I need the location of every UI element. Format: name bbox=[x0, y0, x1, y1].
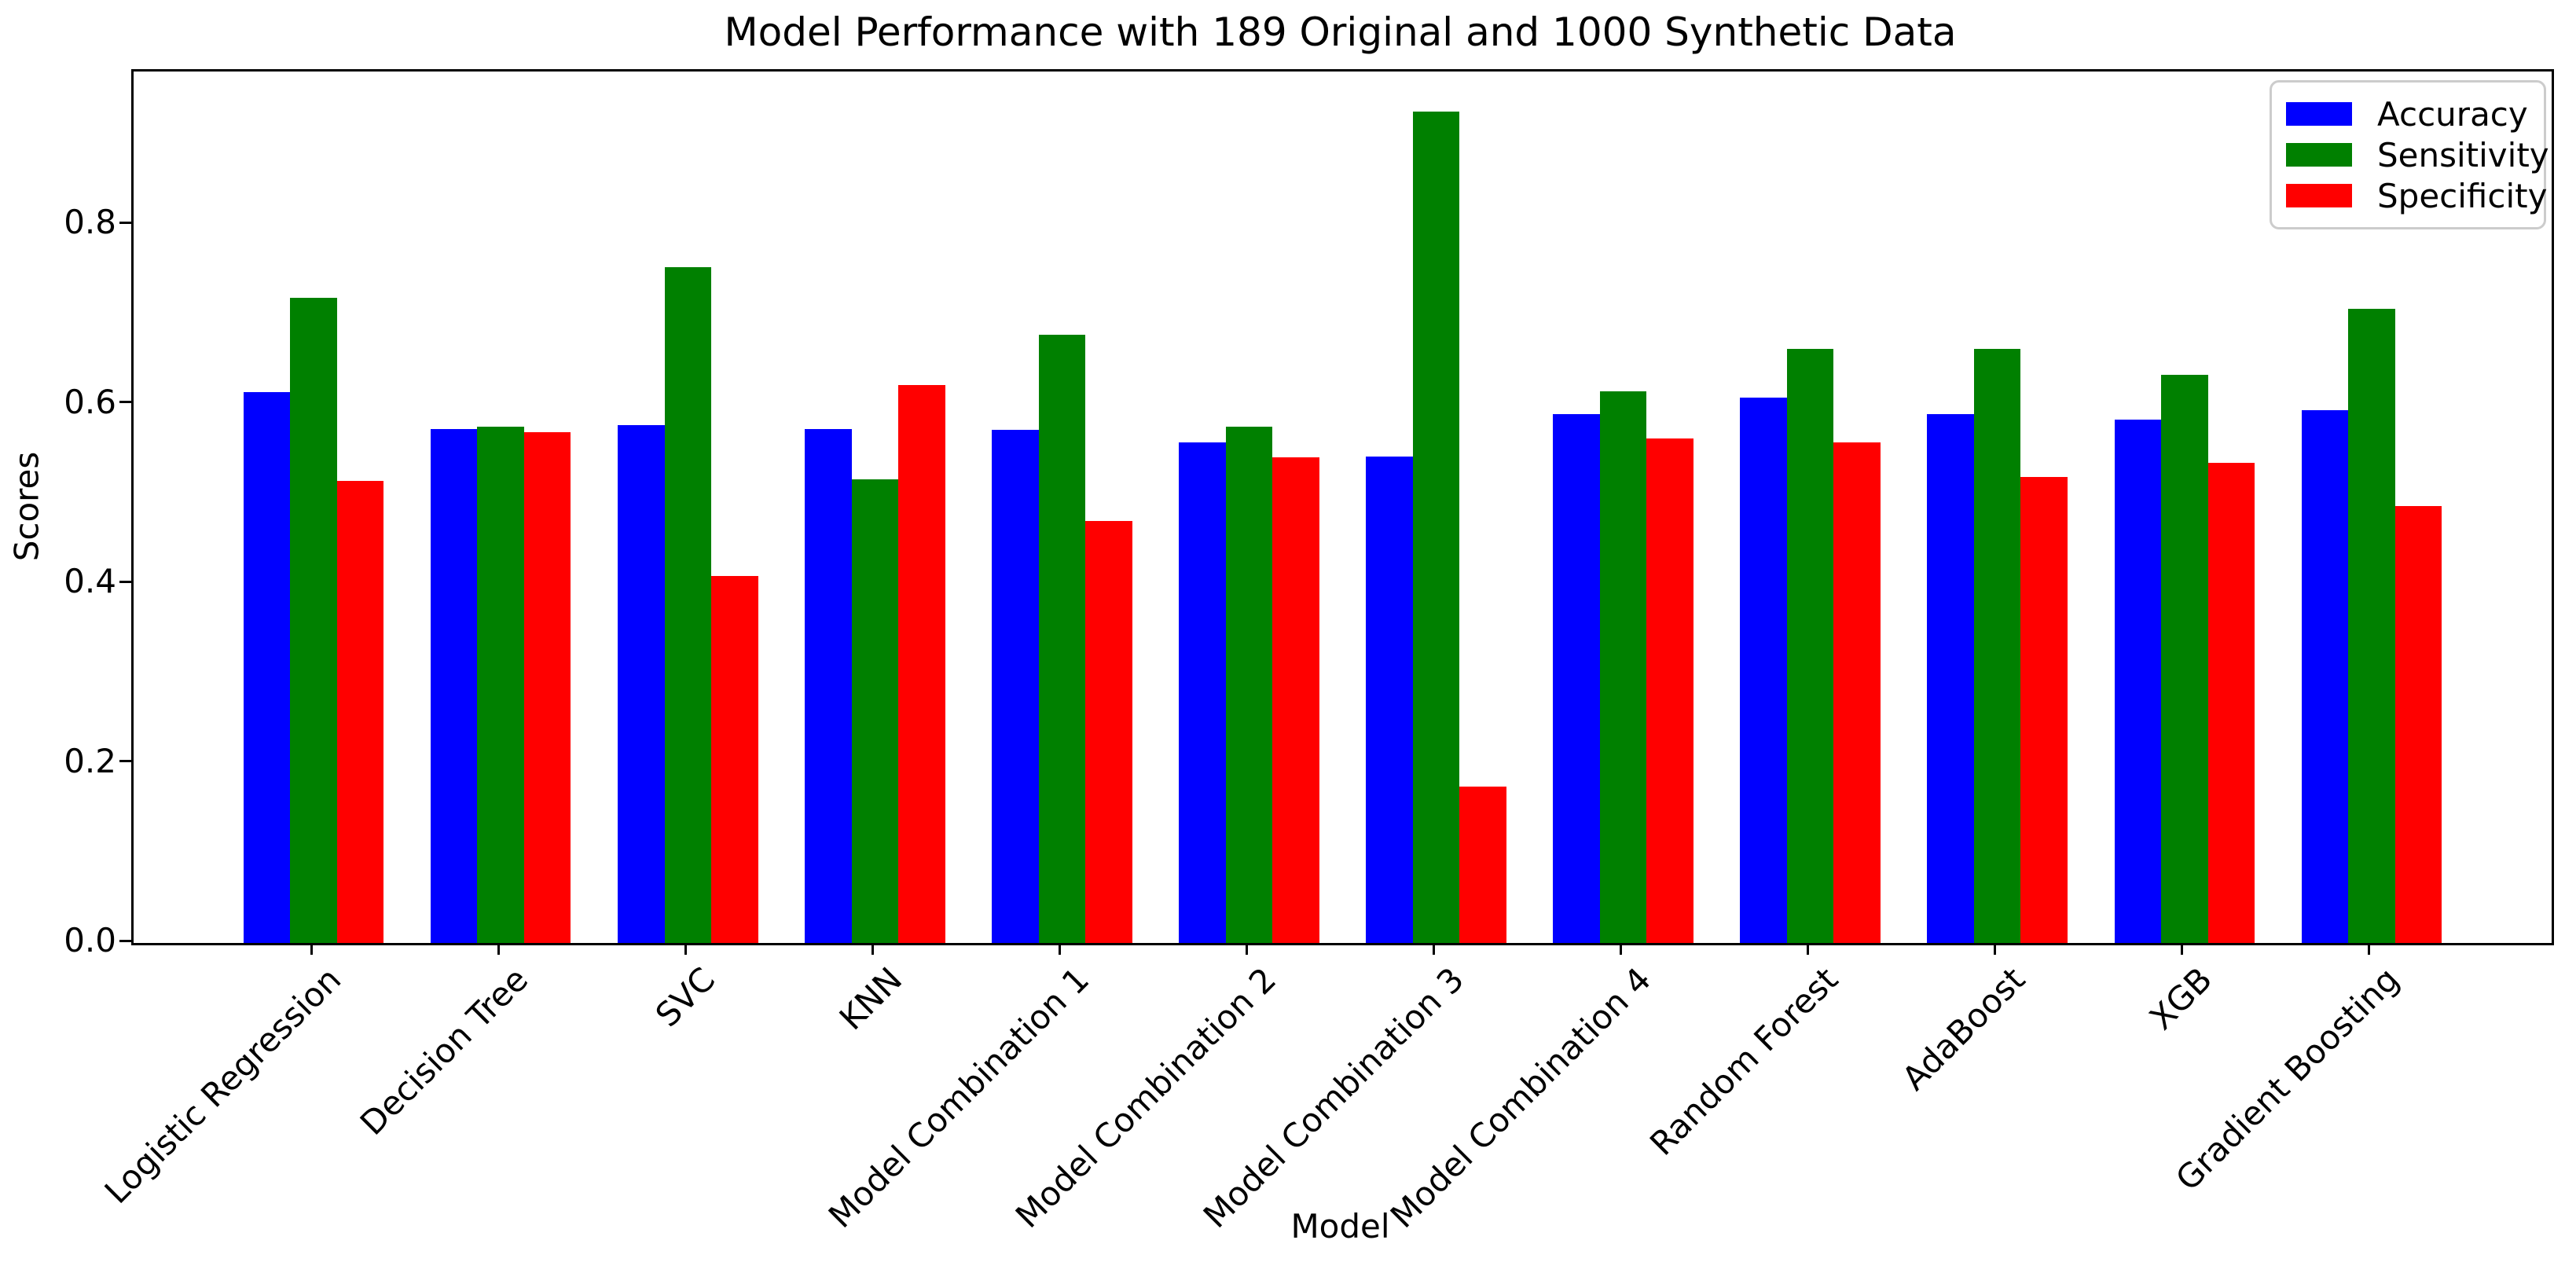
legend-label-sensitivity: Sensitivity bbox=[2377, 135, 2549, 174]
y-tick-mark bbox=[119, 221, 131, 224]
legend-label-specificity: Specificity bbox=[2377, 176, 2548, 215]
bar-accuracy-decision-tree bbox=[430, 428, 478, 943]
y-tick-mark bbox=[119, 401, 131, 404]
legend-label-accuracy: Accuracy bbox=[2377, 94, 2528, 134]
legend-swatch-accuracy bbox=[2286, 102, 2352, 126]
bar-sensitivity-logistic-regression bbox=[290, 297, 337, 943]
y-tick-mark bbox=[119, 760, 131, 763]
x-tick-label: KNN bbox=[831, 959, 910, 1038]
bar-sensitivity-decision-tree bbox=[477, 427, 524, 943]
x-tick-mark bbox=[1807, 943, 1810, 955]
bar-sensitivity-random-forest bbox=[1786, 348, 1834, 943]
x-tick-label: Logistic Regression bbox=[97, 959, 349, 1212]
bar-accuracy-xgb bbox=[2114, 420, 2162, 943]
bar-specificity-decision-tree bbox=[523, 432, 571, 943]
bar-specificity-svc bbox=[711, 575, 758, 943]
bar-specificity-model-combination-1 bbox=[1085, 521, 1132, 943]
legend: Accuracy Sensitivity Specificity bbox=[2270, 80, 2549, 229]
legend-swatch-sensitivity bbox=[2286, 143, 2352, 167]
y-tick-label: 0.4 bbox=[64, 562, 116, 601]
legend-item-sensitivity: Sensitivity bbox=[2286, 135, 2549, 174]
x-tick-label: SVC bbox=[648, 959, 723, 1035]
bar-sensitivity-model-combination-1 bbox=[1038, 334, 1086, 943]
bar-accuracy-model-combination-2 bbox=[1179, 442, 1226, 943]
bar-accuracy-model-combination-3 bbox=[1366, 456, 1413, 943]
legend-item-accuracy: Accuracy bbox=[2286, 94, 2530, 134]
x-tick-mark bbox=[497, 943, 500, 955]
bar-sensitivity-knn bbox=[851, 479, 899, 943]
x-tick-label: XGB bbox=[2141, 959, 2220, 1037]
chart-title: Model Performance with 189 Original and … bbox=[724, 9, 1957, 55]
bar-sensitivity-gradient-boosting bbox=[2348, 308, 2395, 943]
bar-accuracy-adaboost bbox=[1927, 414, 1974, 943]
x-tick-mark bbox=[2181, 943, 2184, 955]
bar-accuracy-knn bbox=[805, 428, 852, 943]
bar-specificity-gradient-boosting bbox=[2394, 505, 2442, 943]
x-tick-label: AdaBoost bbox=[1894, 959, 2032, 1098]
legend-swatch-specificity bbox=[2286, 184, 2352, 207]
y-axis-label: Scores bbox=[7, 451, 46, 562]
x-axis-label: Model bbox=[1290, 1207, 1390, 1245]
bar-sensitivity-model-combination-2 bbox=[1225, 427, 1273, 943]
x-tick-mark bbox=[1620, 943, 1623, 955]
plot-area bbox=[131, 69, 2554, 945]
x-tick-label: Random Forest bbox=[1642, 959, 1845, 1163]
bar-accuracy-svc bbox=[617, 425, 665, 943]
x-tick-mark bbox=[2368, 943, 2371, 955]
legend-item-specificity: Specificity bbox=[2286, 176, 2547, 215]
x-tick-label: Decision Tree bbox=[353, 959, 536, 1143]
bar-specificity-logistic-regression bbox=[336, 480, 384, 943]
y-tick-mark bbox=[119, 580, 131, 583]
y-tick-label: 0.8 bbox=[64, 203, 116, 242]
bar-sensitivity-model-combination-4 bbox=[1599, 391, 1647, 943]
y-tick-label: 0.2 bbox=[64, 741, 116, 780]
bar-sensitivity-model-combination-3 bbox=[1412, 112, 1460, 943]
bar-sensitivity-svc bbox=[664, 266, 712, 943]
x-tick-mark bbox=[310, 943, 313, 955]
x-tick-mark bbox=[1994, 943, 1997, 955]
bar-specificity-xgb bbox=[2207, 462, 2255, 943]
bar-accuracy-model-combination-4 bbox=[1553, 414, 1600, 943]
bar-specificity-knn bbox=[898, 384, 945, 943]
x-tick-mark bbox=[871, 943, 874, 955]
y-tick-label: 0.0 bbox=[64, 921, 116, 959]
bar-specificity-adaboost bbox=[2020, 477, 2068, 943]
bar-accuracy-gradient-boosting bbox=[2301, 409, 2349, 943]
bar-accuracy-random-forest bbox=[1740, 397, 1787, 943]
bar-sensitivity-adaboost bbox=[1973, 348, 2021, 943]
bar-accuracy-logistic-regression bbox=[243, 391, 291, 943]
bar-specificity-random-forest bbox=[1833, 442, 1881, 943]
x-tick-mark bbox=[1245, 943, 1248, 955]
x-tick-mark bbox=[1058, 943, 1061, 955]
bar-specificity-model-combination-4 bbox=[1646, 438, 1693, 943]
bar-specificity-model-combination-3 bbox=[1459, 787, 1506, 943]
bar-accuracy-model-combination-1 bbox=[992, 429, 1039, 943]
y-tick-label: 0.6 bbox=[64, 382, 116, 421]
bar-specificity-model-combination-2 bbox=[1272, 457, 1319, 943]
bar-sensitivity-xgb bbox=[2161, 375, 2208, 943]
y-tick-mark bbox=[119, 939, 131, 942]
x-tick-mark bbox=[1433, 943, 1436, 955]
x-tick-mark bbox=[684, 943, 687, 955]
